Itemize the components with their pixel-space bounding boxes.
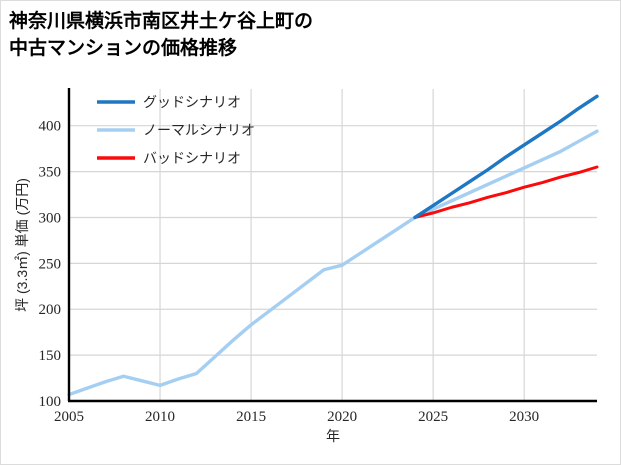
y-tick-label: 350 [39,165,62,181]
legend-label: バッドシナリオ [143,150,241,166]
x-tick-label: 2030 [509,409,539,425]
x-axis-title: 年 [326,428,340,444]
series-line-バッドシナリオ [413,165,599,219]
legend-label: グッドシナリオ [143,94,241,110]
series-line-グッドシナリオ [413,94,599,220]
y-tick-label: 400 [39,119,62,135]
series-group [67,94,599,397]
series-line-ノーマルシナリオ [67,129,599,397]
y-tick-label: 200 [39,302,62,318]
x-tick-label: 2005 [54,409,84,425]
y-tick-label: 150 [39,348,62,364]
x-tick-label: 2025 [418,409,448,425]
y-tick-label: 300 [39,210,62,226]
legend-label: ノーマルシナリオ [143,122,255,138]
y-axis-tick-labels: 100 150 200 250 300 350 400 [39,119,62,410]
chart-title: 神奈川県横浜市南区井土ケ谷上町の 中古マンションの価格推移 [9,11,314,59]
axis-spines-group [67,88,597,403]
x-axis-tick-labels: 2005 2010 2015 2020 2025 2030 [54,409,539,425]
x-tick-label: 2015 [236,409,266,425]
y-axis-title: 坪 (3.3㎡) 単価 (万円) [14,178,30,312]
y-tick-label: 100 [39,394,62,410]
y-tick-label: 250 [39,256,62,272]
x-tick-label: 2020 [327,409,357,425]
x-tick-label: 2010 [145,409,175,425]
